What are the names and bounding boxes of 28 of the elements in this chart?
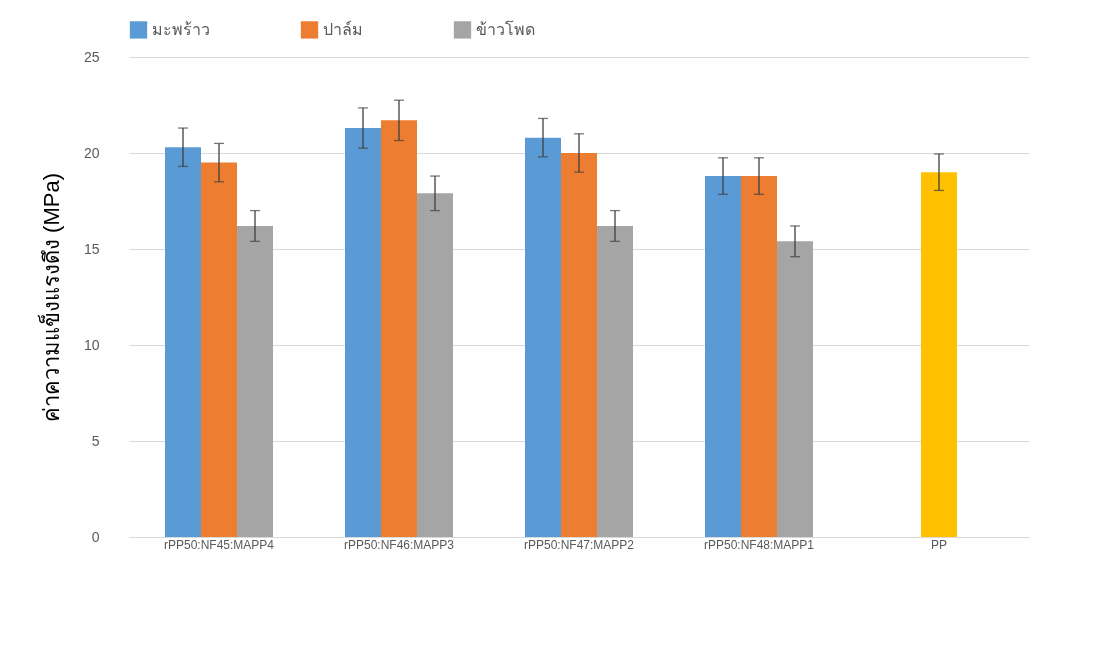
- x-tick-label: PP: [930, 537, 948, 552]
- x-tick-label: rPP50:NF47:MAPP2: [523, 537, 635, 552]
- bar: [381, 120, 417, 537]
- legend-label: ข้าวโพด: [476, 19, 535, 38]
- x-tick-label: rPP50:NF46:MAPP3: [343, 537, 455, 552]
- legend-label: ปาล์ม: [323, 19, 363, 38]
- bar: [705, 176, 741, 537]
- y-tick-label: 5: [91, 432, 100, 449]
- y-tick-label: 0: [91, 528, 100, 545]
- x-tick-label: rPP50:NF48:MAPP1: [703, 537, 815, 552]
- legend-label: มะพร้าว: [152, 20, 210, 38]
- y-tick-label: 10: [83, 336, 100, 353]
- y-tick-label: 15: [83, 240, 100, 257]
- bar: [417, 193, 453, 537]
- bar: [165, 147, 201, 537]
- bar: [345, 128, 381, 537]
- bar: [741, 176, 777, 537]
- bar: [777, 241, 813, 537]
- bar: [237, 225, 273, 537]
- bar: [201, 162, 237, 537]
- bar: [597, 225, 633, 537]
- bar: [921, 172, 957, 537]
- y-tick-label: 25: [83, 48, 100, 65]
- y-tick-label: 20: [83, 144, 100, 161]
- bar: [525, 137, 561, 537]
- y-axis-title: ค่าความแข็งแรงดึง (MPa): [36, 173, 64, 422]
- bar: [561, 153, 597, 537]
- x-tick-label: rPP50:NF45:MAPP4: [163, 537, 275, 552]
